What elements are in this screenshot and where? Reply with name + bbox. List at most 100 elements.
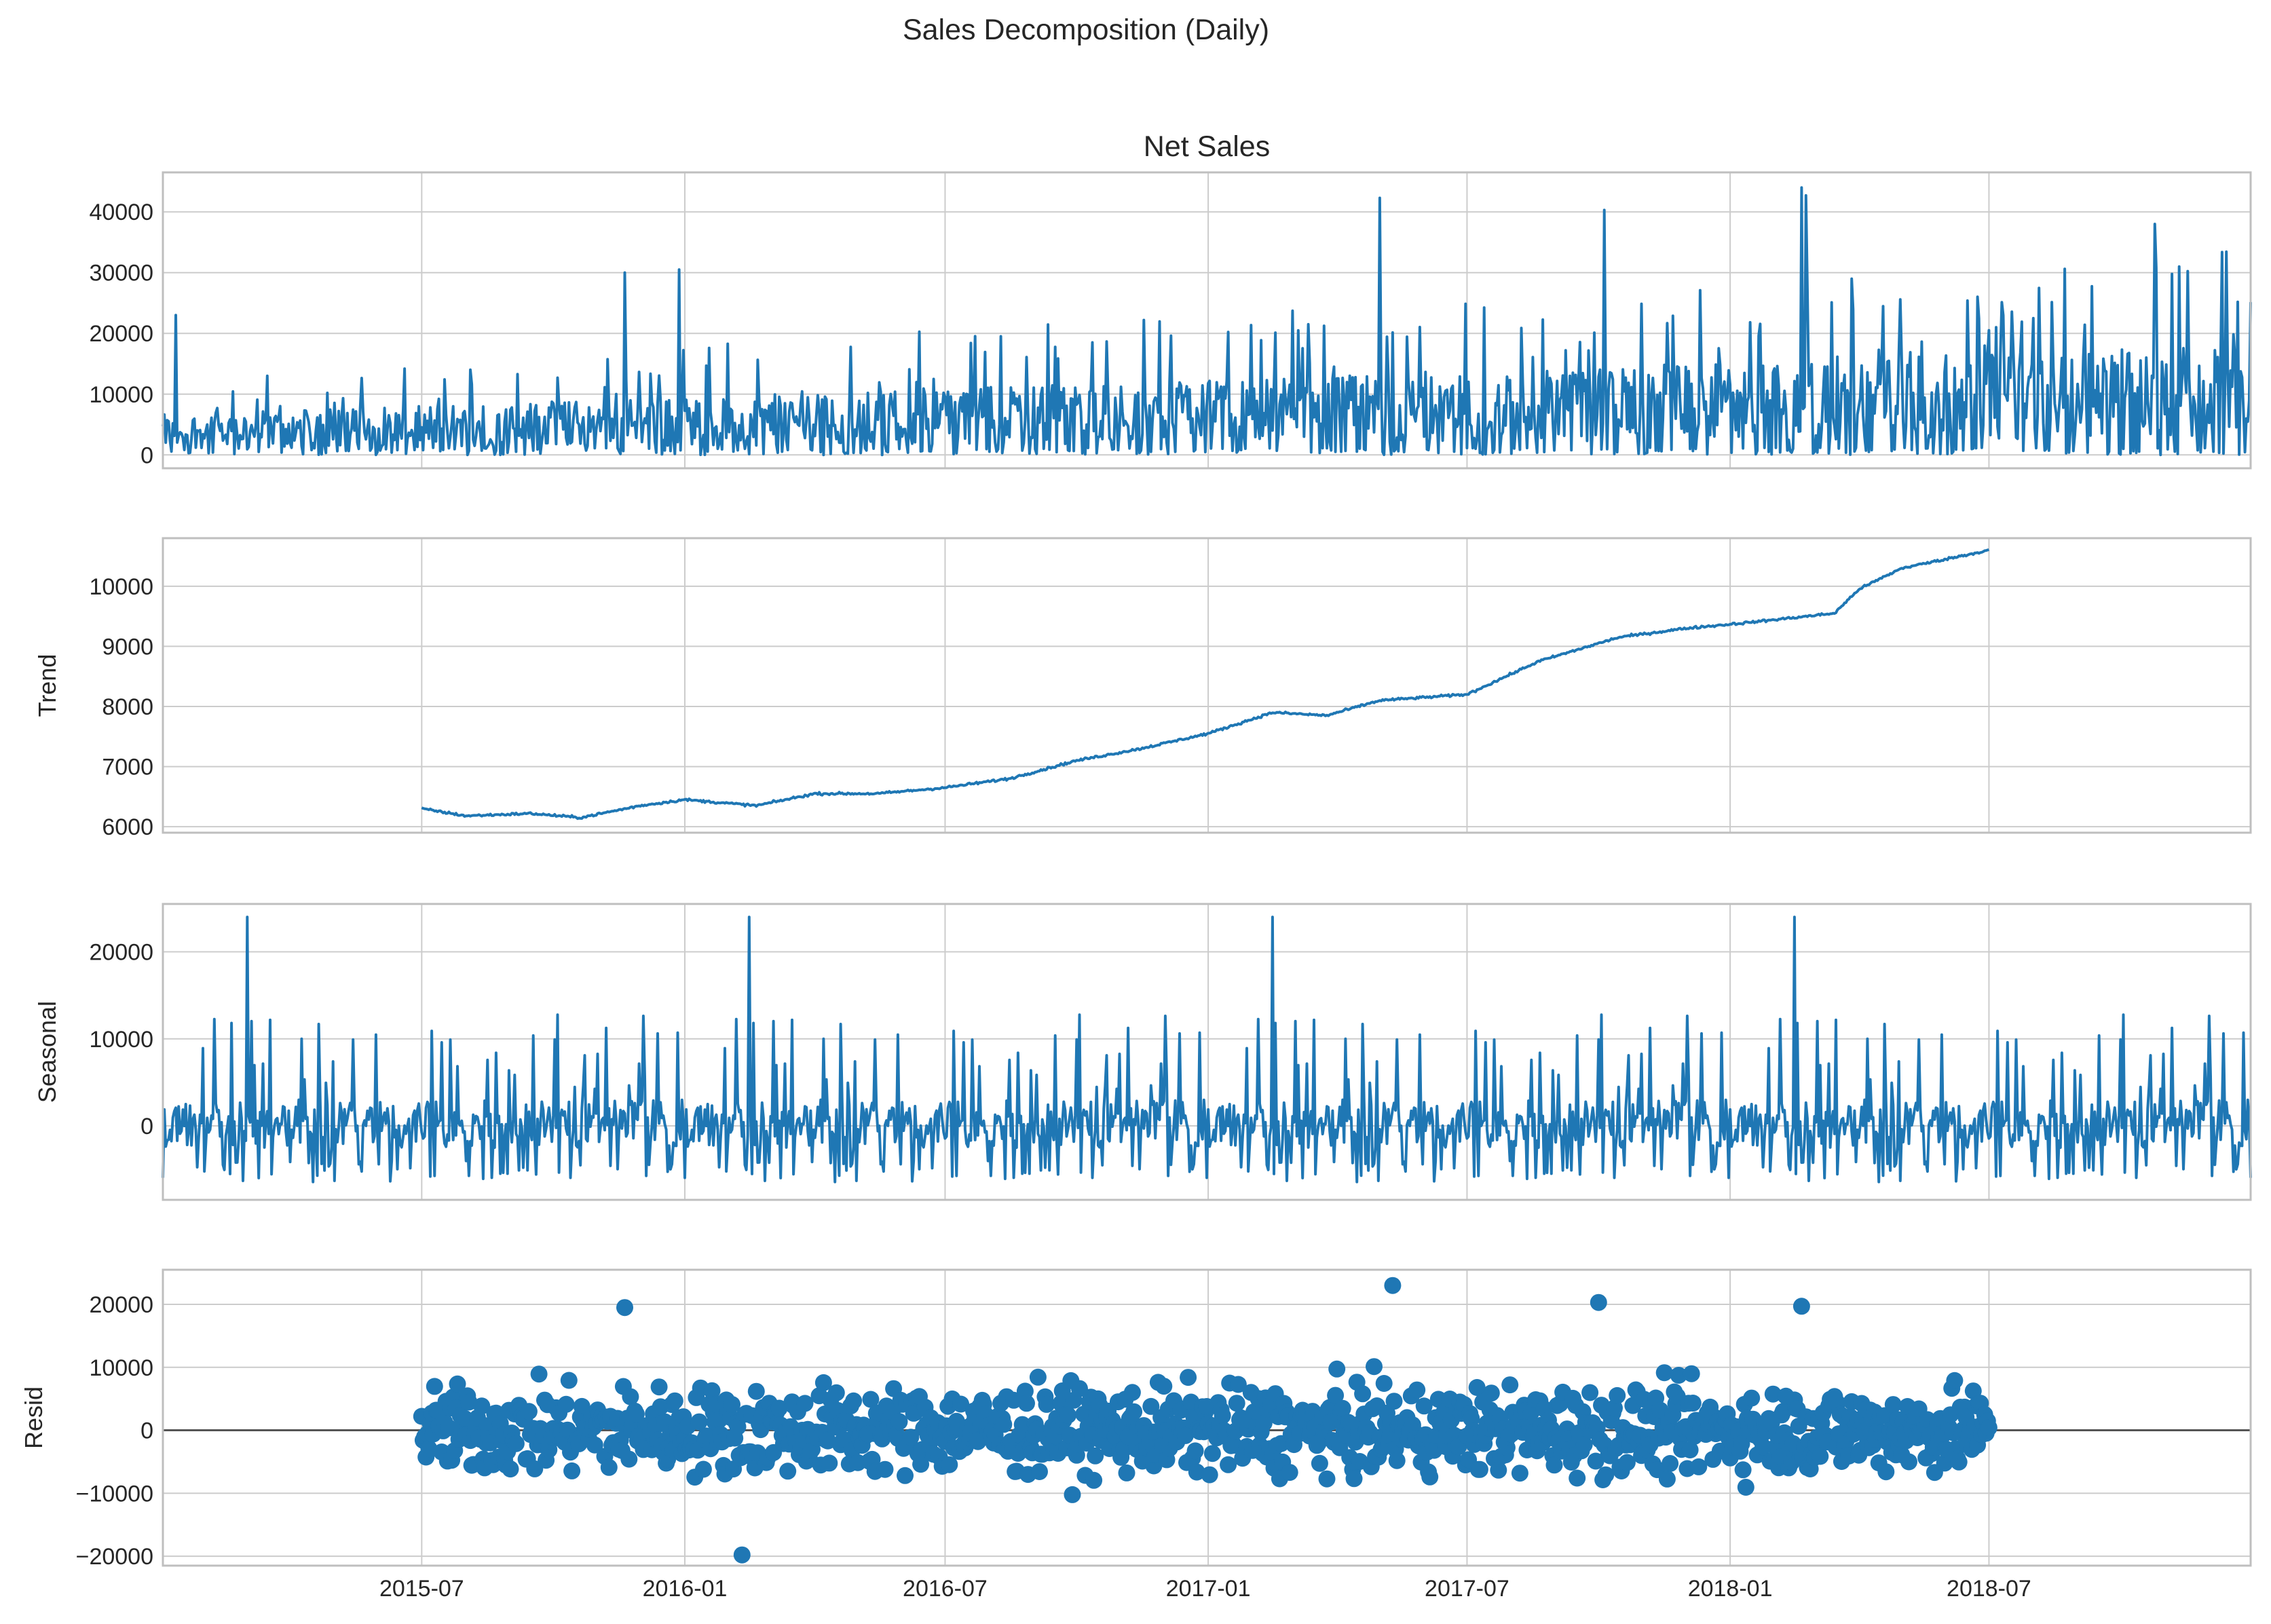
resid-point — [1670, 1367, 1687, 1384]
resid-point — [1734, 1461, 1752, 1479]
resid-point — [1501, 1376, 1519, 1394]
resid-point — [876, 1460, 894, 1478]
resid-point — [1980, 1419, 1997, 1437]
resid-point — [627, 1405, 645, 1422]
y-tick-label: 0 — [140, 1418, 153, 1444]
resid-point — [507, 1435, 525, 1452]
resid-point — [814, 1374, 832, 1391]
resid-point — [1013, 1416, 1031, 1433]
resid-point — [1590, 1293, 1607, 1311]
net-sales-series-line — [162, 186, 2252, 457]
resid-point — [502, 1460, 519, 1478]
resid-point — [449, 1375, 466, 1393]
resid-point — [941, 1456, 958, 1473]
resid-point — [862, 1391, 880, 1408]
resid-point — [1220, 1456, 1237, 1473]
plot-area — [163, 538, 2251, 833]
resid-point — [1511, 1465, 1528, 1482]
resid-point — [1180, 1369, 1197, 1386]
resid-point — [520, 1403, 538, 1420]
resid-point — [690, 1413, 708, 1431]
y-tick-label: 9000 — [102, 634, 153, 660]
resid-point — [1683, 1365, 1700, 1382]
resid-point — [1345, 1470, 1363, 1488]
resid-point — [620, 1450, 638, 1468]
resid-point — [796, 1395, 814, 1412]
resid-point — [845, 1392, 863, 1410]
resid-point — [426, 1378, 443, 1395]
y-tick-label: 30000 — [89, 261, 153, 286]
resid-point — [1545, 1456, 1563, 1474]
resid-point — [821, 1454, 838, 1472]
resid-point — [1490, 1461, 1507, 1479]
resid-point — [1327, 1386, 1345, 1404]
resid-point — [473, 1397, 491, 1415]
resid-point — [1658, 1470, 1676, 1488]
resid-point — [1038, 1395, 1055, 1413]
resid-point — [456, 1410, 473, 1427]
y-tick-label: 10000 — [89, 574, 153, 600]
resid-point — [586, 1436, 603, 1454]
resid-point — [1684, 1395, 1702, 1412]
resid-point — [779, 1462, 797, 1480]
resid-point — [1142, 1397, 1160, 1415]
resid-point — [995, 1416, 1013, 1433]
resid-point — [912, 1456, 930, 1473]
y-tick-label: 20000 — [89, 940, 153, 966]
resid-point — [1482, 1384, 1500, 1402]
resid-point — [1031, 1463, 1048, 1480]
resid-point — [890, 1413, 908, 1431]
resid-point — [1662, 1455, 1679, 1472]
y-tick-label: 20000 — [89, 321, 153, 347]
resid-point — [1569, 1469, 1586, 1487]
resid-point — [724, 1396, 740, 1413]
resid-point — [1155, 1378, 1173, 1395]
resid-point — [650, 1378, 668, 1396]
x-tick-label: 2018-07 — [1947, 1576, 2031, 1602]
resid-point — [557, 1395, 575, 1413]
y-tick-label: −20000 — [76, 1544, 153, 1570]
resid-point — [1375, 1375, 1393, 1392]
resid-point — [1597, 1466, 1615, 1484]
net-sales-panel: 0 10000 20000 30000 40000 Net Sales — [89, 130, 2252, 470]
y-tick-label: 10000 — [89, 1355, 153, 1381]
x-tick-label: 2015-07 — [379, 1576, 464, 1602]
x-tick-label: 2017-07 — [1425, 1576, 1509, 1602]
resid-point — [1354, 1385, 1372, 1403]
resid-point — [1311, 1454, 1328, 1472]
y-tick-label: 10000 — [89, 382, 153, 408]
resid-point — [1188, 1463, 1205, 1481]
resid-point — [1900, 1453, 1917, 1471]
resid-point — [1228, 1395, 1245, 1412]
trend-series-line — [421, 548, 1989, 820]
resid-point — [1964, 1382, 1982, 1400]
seasonal-series-line — [162, 915, 2252, 1184]
resid-point — [1388, 1452, 1406, 1469]
resid-point — [1064, 1486, 1081, 1503]
resid-point — [1385, 1393, 1403, 1410]
resid-point — [560, 1372, 578, 1389]
axes-frame — [162, 537, 2252, 834]
resid-point — [1415, 1397, 1433, 1415]
resid-point — [1018, 1395, 1035, 1412]
resid-point — [1366, 1358, 1383, 1376]
resid-point — [819, 1432, 837, 1450]
resid-point — [666, 1392, 683, 1410]
resid-point — [1681, 1441, 1699, 1458]
x-tick-label: 2017-01 — [1166, 1576, 1251, 1602]
resid-point — [1774, 1403, 1792, 1420]
resid-point — [1214, 1407, 1231, 1424]
resid-point — [703, 1382, 721, 1399]
resid-point — [1005, 1391, 1023, 1409]
resid-point — [1201, 1466, 1218, 1484]
seasonal-panel: 0 10000 20000 Seasonal — [33, 903, 2252, 1201]
resid-point — [1281, 1464, 1298, 1481]
y-axis-label: Trend — [33, 654, 61, 717]
resid-point — [1946, 1372, 1964, 1389]
resid-point — [1743, 1389, 1761, 1407]
y-tick-label: 6000 — [102, 814, 153, 840]
axes-frame — [162, 903, 2252, 1201]
resid-point — [729, 1418, 747, 1435]
resid-point — [1877, 1463, 1895, 1481]
